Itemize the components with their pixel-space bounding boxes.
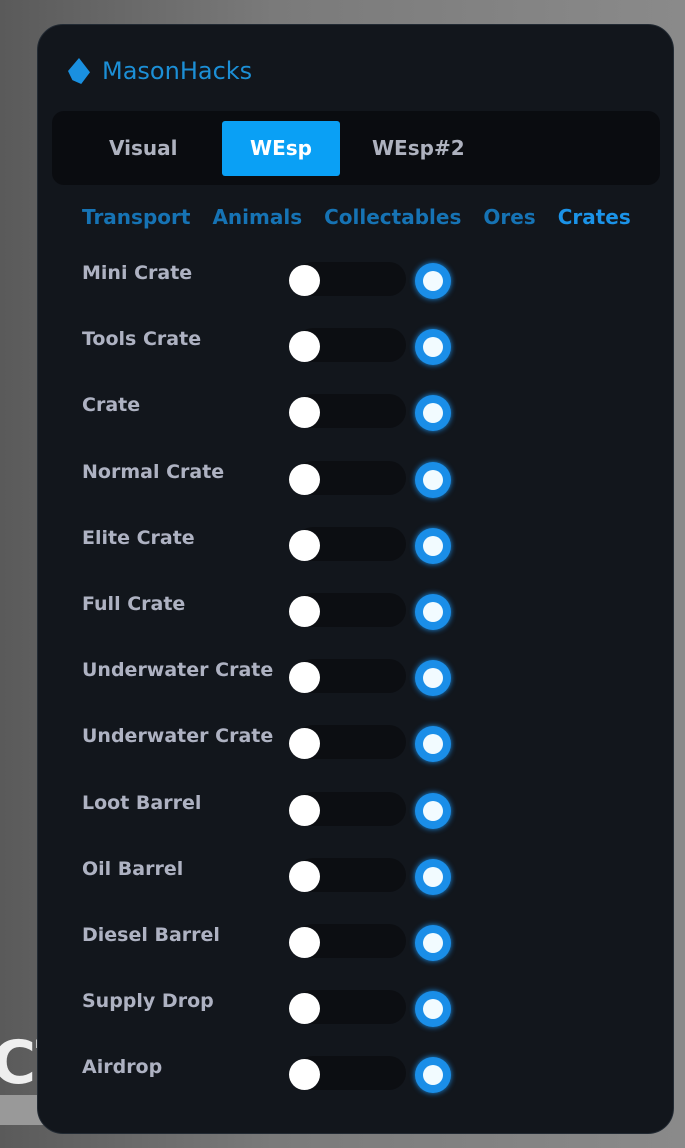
item-label: Loot Barrel — [82, 791, 202, 814]
subtab-animals[interactable]: Animals — [212, 205, 303, 229]
list-item: Loot Barrel — [82, 791, 642, 840]
item-label: Oil Barrel — [82, 857, 184, 880]
option-radio[interactable] — [415, 263, 451, 299]
toggle-knob[interactable] — [289, 596, 320, 627]
tab-visual[interactable]: Visual — [109, 136, 178, 160]
list-item: Diesel Barrel — [82, 924, 642, 972]
toggle-knob[interactable] — [289, 860, 320, 892]
item-label: Elite Crate — [82, 526, 195, 549]
option-radio[interactable] — [415, 329, 451, 366]
tab-wesp2[interactable]: WEsp#2 — [372, 136, 465, 160]
list-item: Oil Barrel — [82, 857, 642, 906]
list-item: Tools Crate — [82, 328, 642, 376]
main-tabs: Visual WEsp WEsp#2 — [52, 111, 660, 185]
logo-icon — [68, 58, 90, 84]
option-radio[interactable] — [415, 395, 451, 432]
item-label: Tools Crate — [82, 328, 202, 351]
option-radio[interactable] — [415, 1057, 451, 1094]
option-radio[interactable] — [415, 858, 451, 895]
toggle-knob[interactable] — [289, 265, 320, 296]
option-radio[interactable] — [415, 660, 451, 697]
option-radio[interactable] — [415, 461, 451, 498]
list-item: Normal Crate — [82, 460, 642, 509]
cheat-menu-panel: MasonHacks Visual WEsp WEsp#2 Transport … — [37, 24, 674, 1134]
toggle-knob[interactable] — [289, 927, 320, 958]
item-label: Mini Crate — [82, 262, 193, 284]
option-radio[interactable] — [415, 991, 451, 1028]
toggle-knob[interactable] — [289, 397, 320, 429]
subtab-crates[interactable]: Crates — [557, 205, 631, 229]
subtab-transport[interactable]: Transport — [82, 205, 191, 229]
category-tabs: Transport Animals Collectables Ores Crat… — [82, 205, 631, 229]
tab-wesp[interactable]: WEsp — [222, 121, 340, 176]
option-radio[interactable] — [415, 925, 451, 961]
toggle-knob[interactable] — [289, 463, 320, 495]
toggle-knob[interactable] — [289, 662, 320, 694]
option-radio[interactable] — [415, 527, 451, 564]
list-item: Elite Crate — [82, 526, 642, 575]
item-label: Underwater Crate — [82, 659, 274, 682]
list-item: Underwater Crate — [82, 725, 642, 773]
item-label: Supply Drop — [82, 990, 214, 1013]
list-item: Underwater Crate — [82, 659, 642, 707]
subtab-ores[interactable]: Ores — [483, 205, 536, 229]
item-label: Normal Crate — [82, 460, 225, 483]
option-radio[interactable] — [415, 726, 451, 763]
toggle-knob[interactable] — [289, 529, 320, 561]
item-label: Diesel Barrel — [82, 924, 220, 946]
item-label: Underwater Crate — [82, 725, 274, 748]
app-title: MasonHacks — [102, 57, 253, 85]
subtab-collectables[interactable]: Collectables — [324, 205, 462, 229]
toggle-knob[interactable] — [289, 331, 320, 363]
item-label: Crate — [82, 394, 141, 417]
app-header: MasonHacks — [68, 57, 252, 85]
list-item: Airdrop — [82, 1056, 642, 1104]
item-label: Airdrop — [82, 1056, 163, 1079]
list-item: Mini Crate — [82, 262, 642, 310]
list-item: Supply Drop — [82, 990, 642, 1038]
item-label: Full Crate — [82, 593, 186, 615]
list-item: Crate — [82, 394, 642, 442]
toggle-knob[interactable] — [289, 794, 320, 826]
option-radio[interactable] — [415, 594, 451, 630]
list-item: Full Crate — [82, 593, 642, 641]
toggle-knob[interactable] — [289, 1059, 320, 1091]
toggle-knob[interactable] — [289, 993, 320, 1025]
toggle-knob[interactable] — [289, 728, 320, 760]
option-radio[interactable] — [415, 792, 451, 829]
